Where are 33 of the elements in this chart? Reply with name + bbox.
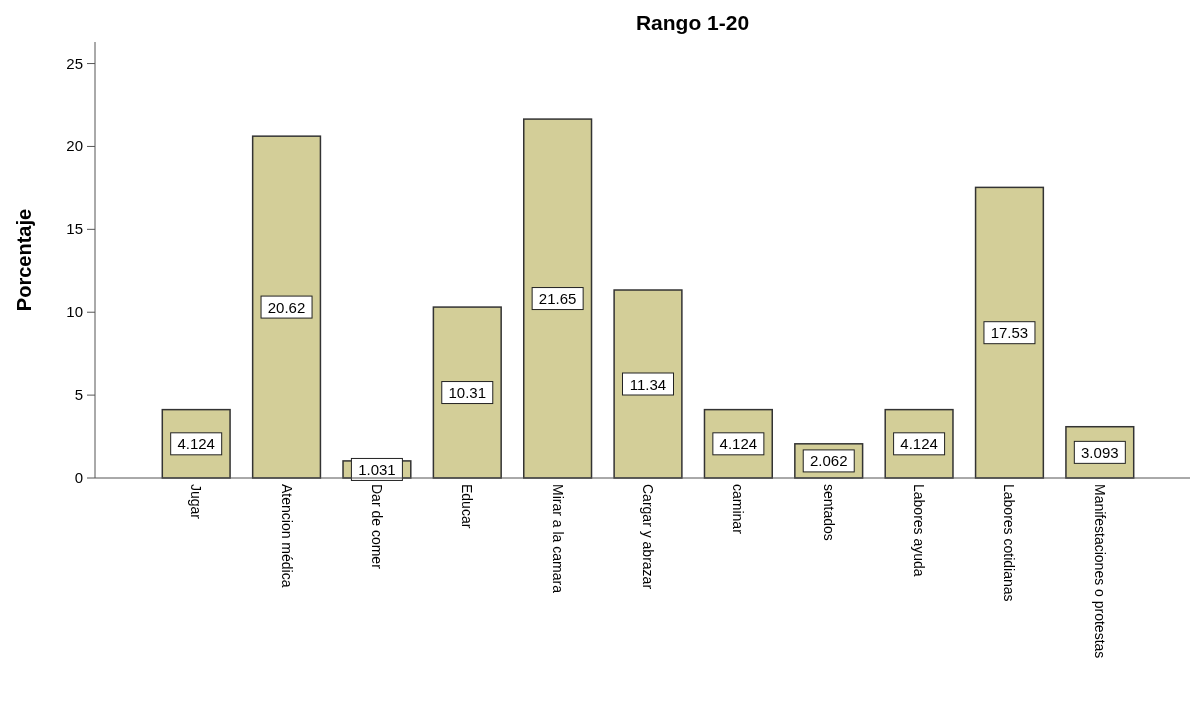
data-label: 21.65 [538, 290, 577, 308]
data-label: 20.62 [267, 298, 306, 316]
x-tick-label: caminar [730, 484, 747, 535]
x-tick-label: Mirar a la camara [549, 484, 566, 594]
data-label: 1.031 [358, 460, 396, 478]
y-tick-label: 0 [74, 469, 83, 486]
data-label: 4.124 [900, 435, 938, 453]
data-label: 4.124 [177, 435, 215, 453]
data-label: 10.31 [448, 384, 487, 402]
x-tick-label: Atencion médica [278, 484, 295, 588]
y-tick-label: 25 [66, 54, 83, 72]
data-label: 2.062 [809, 452, 848, 470]
x-tick-label: Jugar [188, 484, 205, 520]
y-tick-label: 15 [66, 220, 83, 238]
x-tick-label: Manifestaciones o protestas [1091, 484, 1108, 659]
x-tick-label: sentados [820, 484, 837, 541]
bar [974, 186, 1045, 479]
y-tick-label: 10 [66, 303, 83, 321]
y-tick-label: 20 [66, 137, 83, 155]
x-tick-label: Educar [459, 484, 476, 529]
x-tick-label: Labores cotidianas [1001, 484, 1018, 602]
x-tick-label: Dar de comer [368, 484, 385, 570]
y-tick-label: 5 [74, 386, 83, 404]
bar [251, 135, 322, 479]
x-tick-label: Labores ayuda [911, 484, 928, 577]
data-label: 11.34 [629, 375, 667, 393]
y-axis-title: Porcentaje [13, 208, 35, 312]
data-label: 4.124 [719, 435, 758, 453]
bar [523, 118, 593, 479]
x-tick-label: Cargar y abrazar [640, 484, 656, 590]
data-label: 17.53 [990, 324, 1029, 342]
chart-title: Rango 1-20 [635, 11, 750, 34]
data-label: 3.093 [1081, 443, 1119, 461]
